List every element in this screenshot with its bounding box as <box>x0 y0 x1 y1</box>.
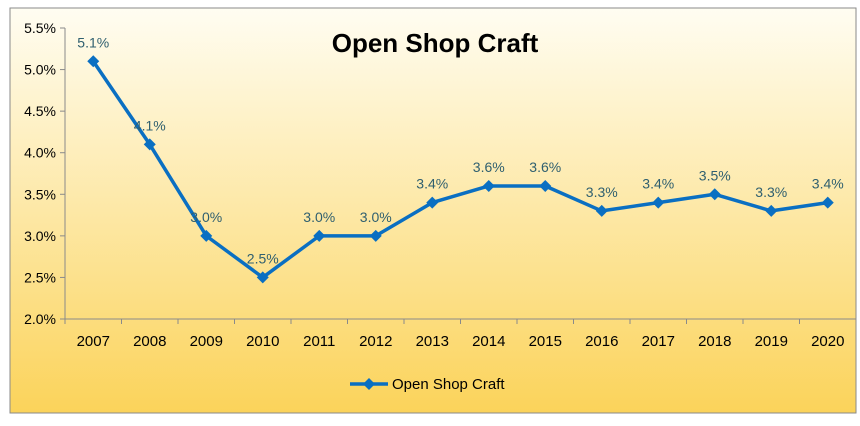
data-point-marker <box>821 196 834 209</box>
y-tick-label: 3.0% <box>24 228 56 244</box>
data-point-marker <box>765 204 778 217</box>
x-tick-label: 2015 <box>529 333 562 350</box>
data-point-marker <box>256 271 269 284</box>
data-point-marker <box>313 229 326 242</box>
x-tick-label: 2008 <box>133 333 166 350</box>
data-point-marker <box>652 196 665 209</box>
data-label: 3.4% <box>812 176 844 192</box>
data-label: 3.0% <box>360 209 392 225</box>
x-tick-label: 2010 <box>246 333 279 350</box>
chart-background <box>9 7 857 414</box>
data-point-marker <box>87 55 100 68</box>
data-label: 5.1% <box>77 34 109 50</box>
y-tick-label: 4.0% <box>24 145 56 161</box>
data-point-marker <box>539 179 552 192</box>
data-point-marker <box>369 229 382 242</box>
data-label: 4.1% <box>134 117 166 133</box>
legend-marker <box>363 378 375 390</box>
data-label: 3.3% <box>586 184 618 200</box>
y-tick-label: 5.5% <box>24 20 56 36</box>
chart-title: Open Shop Craft <box>332 28 539 58</box>
data-label: 3.4% <box>642 176 674 192</box>
x-tick-label: 2011 <box>303 333 335 350</box>
x-tick-label: 2016 <box>585 333 618 350</box>
data-point-marker <box>482 179 495 192</box>
x-tick-label: 2017 <box>642 333 675 350</box>
y-tick-label: 2.0% <box>24 311 56 327</box>
y-tick-label: 3.5% <box>24 186 56 202</box>
legend-label: Open Shop Craft <box>392 376 505 393</box>
data-labels-layer: 5.1% 4.1% 3.0% 2.5% 3.0% 3.0% 3.4% 3.6% 3.6% 3.3%… <box>77 34 843 266</box>
data-point-marker <box>143 138 156 151</box>
data-point-marker <box>595 204 608 217</box>
data-label: 3.6% <box>473 159 505 175</box>
x-tick-label: 2007 <box>77 333 110 350</box>
x-tick-label: 2013 <box>416 333 449 350</box>
series-line <box>91 60 829 280</box>
data-point-marker <box>708 188 721 201</box>
x-tick-label: 2012 <box>359 333 392 350</box>
data-label: 3.0% <box>303 209 335 225</box>
x-tick-label: 2009 <box>190 333 223 350</box>
x-tick-label: 2019 <box>755 333 788 350</box>
data-label: 2.5% <box>247 250 279 266</box>
x-tick-label: 2018 <box>698 333 731 350</box>
series-layer <box>87 55 834 284</box>
y-tick-label: 2.5% <box>24 269 56 285</box>
legend: Open Shop Craft <box>350 376 505 393</box>
x-tick-label: 2014 <box>472 333 505 350</box>
data-point-marker <box>200 229 213 242</box>
data-label: 3.6% <box>529 159 561 175</box>
axes: 2.0% 2.5% 3.0% 3.5% 4.0% 4.5% 5.0% 5.5% 2007 2008… <box>24 20 857 350</box>
y-tick-label: 5.0% <box>24 62 56 78</box>
data-label: 3.3% <box>755 184 787 200</box>
data-label: 3.4% <box>416 176 448 192</box>
data-label: 3.0% <box>190 209 222 225</box>
data-point-marker <box>426 196 439 209</box>
x-tick-label: 2020 <box>811 333 844 350</box>
y-tick-label: 4.5% <box>24 103 56 119</box>
data-label: 3.5% <box>699 167 731 183</box>
